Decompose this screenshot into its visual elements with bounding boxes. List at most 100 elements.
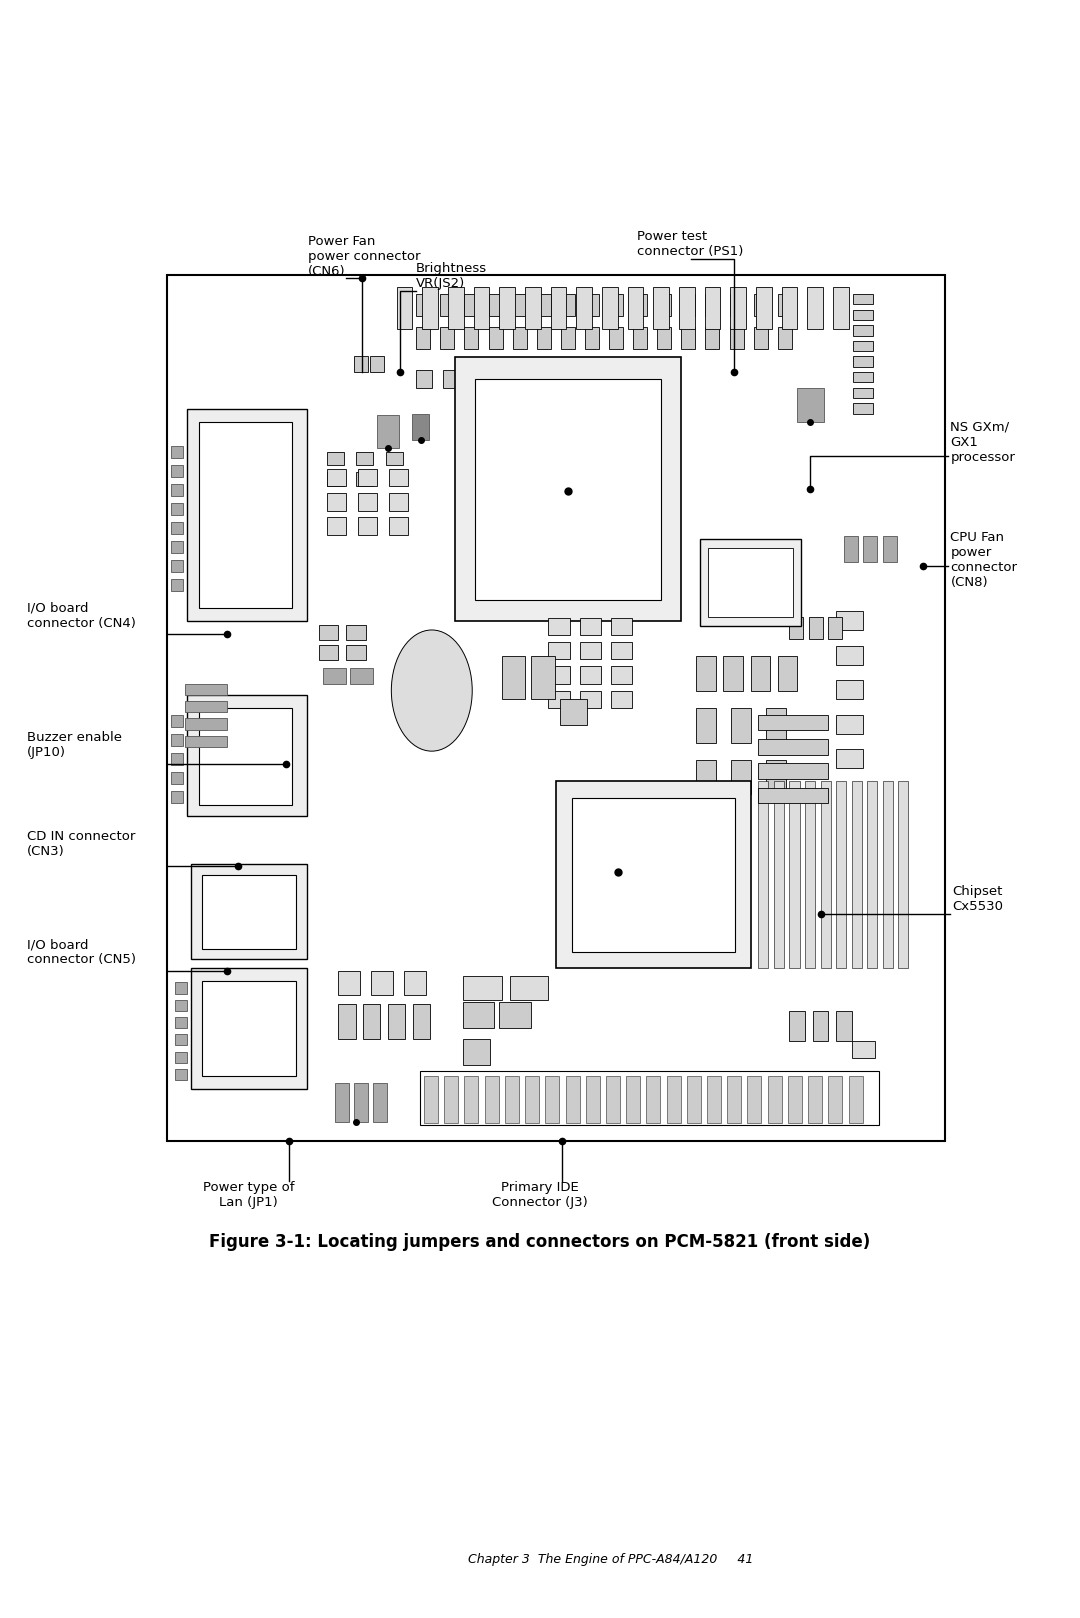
Bar: [836, 680, 863, 699]
Bar: [416, 294, 430, 316]
Bar: [416, 327, 430, 348]
Bar: [464, 1076, 478, 1123]
Bar: [420, 1071, 879, 1125]
Bar: [172, 445, 183, 458]
Bar: [389, 493, 408, 511]
Bar: [202, 981, 296, 1076]
Bar: [853, 341, 873, 351]
Bar: [464, 294, 478, 316]
Bar: [556, 781, 751, 968]
Bar: [626, 1076, 640, 1123]
Bar: [191, 864, 308, 959]
Bar: [852, 781, 862, 968]
Bar: [580, 691, 602, 709]
Bar: [679, 286, 694, 328]
Text: CPU Fan
power
connector
(CN8): CPU Fan power connector (CN8): [950, 531, 1017, 589]
Bar: [396, 286, 413, 328]
Bar: [187, 694, 308, 815]
Bar: [549, 618, 570, 636]
Bar: [580, 642, 602, 660]
Bar: [836, 715, 863, 735]
Bar: [356, 472, 374, 487]
Bar: [354, 1082, 368, 1121]
Bar: [610, 618, 633, 636]
Bar: [175, 1000, 187, 1011]
Bar: [580, 667, 602, 684]
Bar: [828, 1076, 842, 1123]
Bar: [327, 493, 347, 511]
Bar: [707, 1076, 721, 1123]
Bar: [809, 616, 823, 639]
Bar: [697, 709, 716, 743]
Bar: [323, 668, 347, 684]
Bar: [758, 739, 828, 754]
Bar: [172, 464, 183, 477]
Bar: [730, 286, 746, 328]
Bar: [853, 325, 873, 335]
Bar: [658, 294, 672, 316]
Bar: [172, 772, 183, 785]
Bar: [172, 735, 183, 746]
Bar: [606, 1076, 620, 1123]
Bar: [172, 715, 183, 726]
Bar: [499, 1002, 530, 1027]
Bar: [609, 294, 623, 316]
Bar: [754, 294, 768, 316]
Bar: [821, 781, 831, 968]
Bar: [836, 646, 863, 665]
Bar: [758, 764, 828, 778]
Bar: [585, 327, 599, 348]
Text: Primary IDE
Connector (J3): Primary IDE Connector (J3): [492, 1181, 588, 1209]
Bar: [422, 286, 438, 328]
Bar: [561, 699, 588, 725]
Bar: [766, 760, 785, 794]
Bar: [774, 781, 784, 968]
Bar: [175, 1034, 187, 1045]
Bar: [585, 294, 599, 316]
Bar: [513, 294, 527, 316]
Bar: [727, 1076, 741, 1123]
Text: NS GXm/
GX1
processor: NS GXm/ GX1 processor: [950, 421, 1015, 464]
Bar: [653, 286, 669, 328]
Bar: [502, 655, 525, 699]
Bar: [571, 798, 735, 951]
Bar: [697, 655, 716, 691]
Bar: [388, 1003, 405, 1039]
Bar: [789, 781, 799, 968]
Bar: [758, 715, 828, 730]
Bar: [537, 294, 551, 316]
Bar: [633, 327, 647, 348]
Bar: [485, 1076, 499, 1123]
Bar: [797, 388, 824, 422]
Bar: [374, 1082, 388, 1121]
Bar: [697, 760, 716, 794]
Bar: [561, 294, 575, 316]
Bar: [724, 655, 743, 691]
Bar: [853, 388, 873, 398]
Bar: [730, 294, 744, 316]
Bar: [754, 327, 768, 348]
Bar: [525, 1076, 539, 1123]
Bar: [633, 294, 647, 316]
Bar: [766, 709, 785, 743]
Bar: [463, 1039, 490, 1065]
Bar: [768, 1076, 782, 1123]
Bar: [327, 472, 343, 487]
Bar: [836, 749, 863, 769]
Bar: [789, 616, 804, 639]
Bar: [191, 968, 308, 1089]
Bar: [849, 1076, 863, 1123]
Text: I/O board
connector (CN5): I/O board connector (CN5): [27, 938, 136, 966]
Bar: [852, 1040, 875, 1058]
Bar: [808, 286, 823, 328]
Bar: [357, 518, 377, 536]
Bar: [369, 356, 383, 372]
Bar: [202, 875, 296, 948]
Bar: [444, 371, 459, 388]
Bar: [172, 503, 183, 515]
Bar: [731, 760, 751, 794]
Bar: [347, 625, 366, 641]
Bar: [525, 286, 541, 328]
Bar: [681, 327, 696, 348]
Bar: [610, 642, 633, 660]
